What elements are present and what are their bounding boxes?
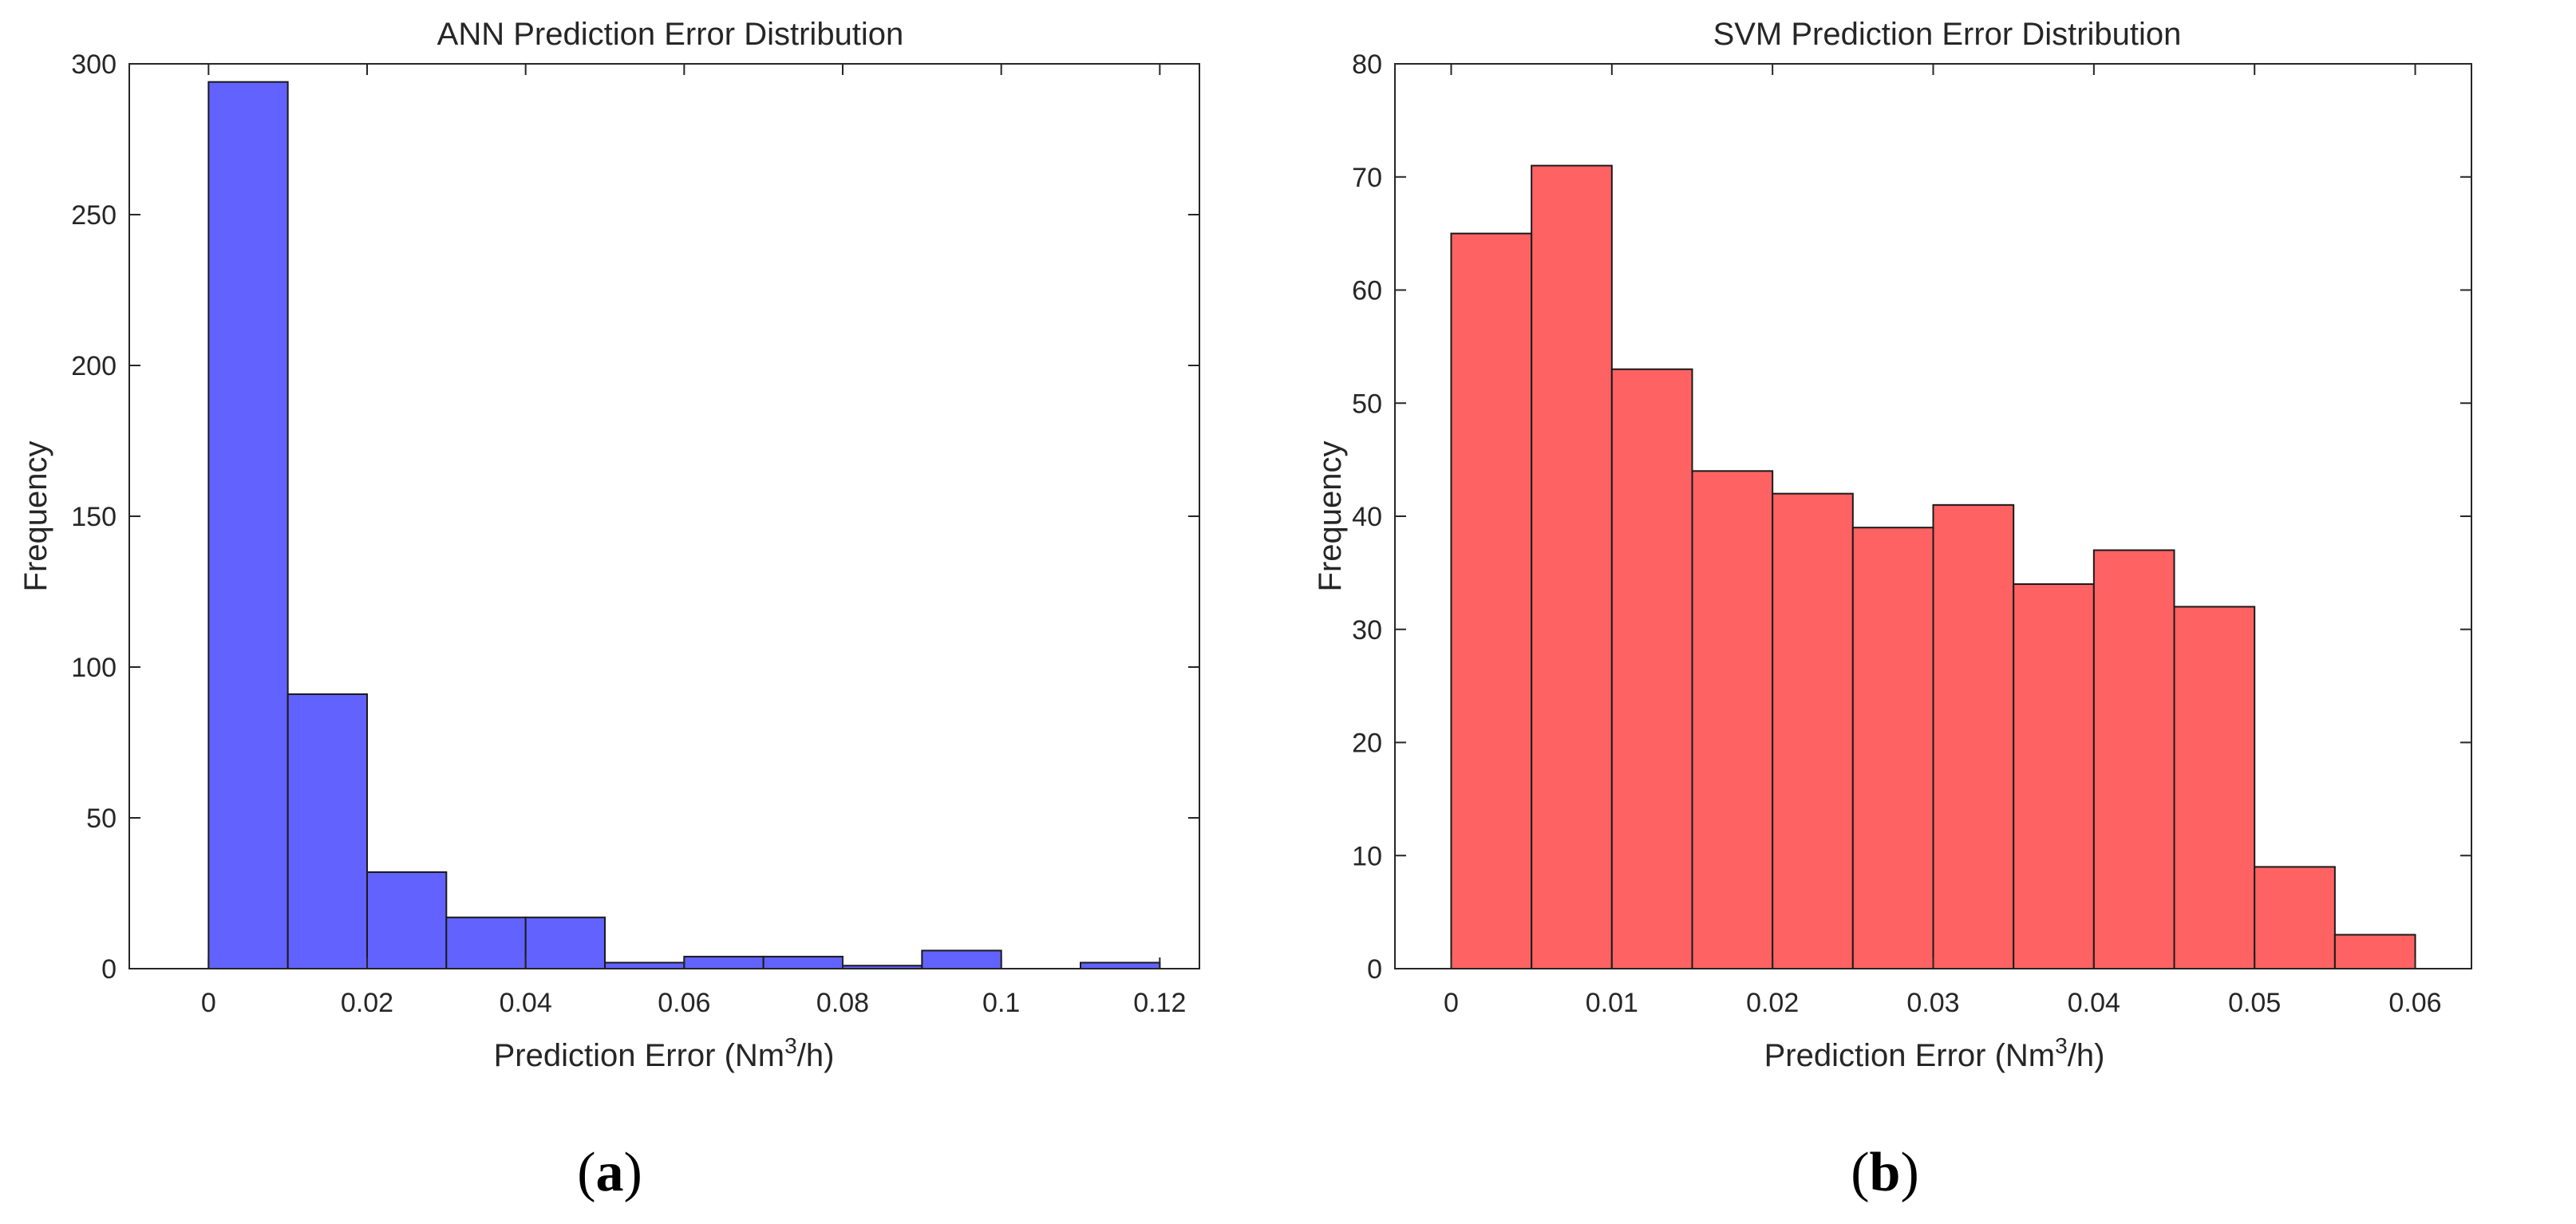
svm-y-tick-label-2: 20 bbox=[1352, 728, 1382, 759]
svm-y-tick-label-0: 0 bbox=[1367, 954, 1382, 985]
ann-y-tick-label-3: 150 bbox=[71, 502, 117, 532]
ann-x-axis-label: Prediction Error (Nm3/h) bbox=[494, 1033, 835, 1073]
svm-bar-6 bbox=[1932, 503, 2015, 969]
ann-panel-open: ( bbox=[577, 1142, 595, 1203]
svm-bar-4 bbox=[1772, 492, 1854, 969]
ann-y-tick-label-6: 300 bbox=[71, 49, 117, 80]
ann-x-tick-label-4: 0.08 bbox=[816, 988, 869, 1018]
svm-panel-letter: b bbox=[1870, 1142, 1901, 1203]
ann-bar-6 bbox=[683, 955, 765, 970]
svm-bar-8 bbox=[2092, 549, 2175, 969]
ann-x-tick-label-3: 0.06 bbox=[658, 988, 710, 1018]
svm-x-tick-label-0: 0 bbox=[1444, 988, 1459, 1018]
svm-bar-7 bbox=[2013, 583, 2095, 969]
svm-y-tick-label-4: 40 bbox=[1352, 502, 1382, 532]
svm-bar-1 bbox=[1531, 164, 1613, 969]
svm-y-tick-label-6: 60 bbox=[1352, 276, 1382, 306]
svm-x-axis-label-superscript: 3 bbox=[2055, 1033, 2068, 1058]
ann-bar-4 bbox=[524, 916, 606, 969]
svm-chart: SVM Prediction Error Distribution 0 0.01 0… bbox=[1313, 17, 2472, 1203]
ann-y-tick-label-5: 250 bbox=[71, 200, 117, 231]
svm-x-tick-label-4: 0.04 bbox=[2068, 988, 2120, 1018]
svm-chart-title: SVM Prediction Error Distribution bbox=[1713, 17, 2182, 52]
ann-x-tick-label-0: 0 bbox=[201, 988, 216, 1018]
ann-bar-0 bbox=[207, 81, 289, 969]
svm-panel-open: ( bbox=[1851, 1142, 1869, 1203]
svm-y-tick-label-3: 30 bbox=[1352, 615, 1382, 646]
ann-bar-11 bbox=[1080, 961, 1161, 969]
svm-bar-0 bbox=[1450, 232, 1533, 969]
ann-y-tick-label-2: 100 bbox=[71, 653, 117, 683]
svm-x-tick-label-2: 0.02 bbox=[1746, 988, 1799, 1018]
svm-x-tick-label-1: 0.01 bbox=[1586, 988, 1638, 1018]
ann-x-tick-label-6: 0.12 bbox=[1133, 988, 1186, 1018]
ann-y-axis-label: Frequency bbox=[18, 441, 53, 592]
ann-x-tick-label-5: 0.1 bbox=[982, 988, 1020, 1018]
ann-x-axis-label-superscript: 3 bbox=[784, 1033, 797, 1058]
ann-chart: ANN Prediction Error Distribution 0 0.02 0… bbox=[18, 17, 1200, 1203]
svm-bar-11 bbox=[2333, 934, 2416, 969]
ann-panel-close: ) bbox=[624, 1142, 642, 1203]
svm-x-tick-label-6: 0.06 bbox=[2388, 988, 2441, 1018]
svm-x-tick-label-5: 0.05 bbox=[2228, 988, 2281, 1018]
svm-y-tick-label-1: 10 bbox=[1352, 841, 1382, 871]
ann-bar-3 bbox=[445, 916, 527, 969]
svm-panel-close: ) bbox=[1900, 1142, 1918, 1203]
ann-chart-title: ANN Prediction Error Distribution bbox=[437, 17, 904, 52]
svm-y-axis-label: Frequency bbox=[1313, 441, 1348, 592]
ann-bar-7 bbox=[762, 955, 844, 970]
svm-y-tick-label-7: 70 bbox=[1352, 163, 1382, 193]
svm-x-axis-label: Prediction Error (Nm3/h) bbox=[1764, 1033, 2105, 1073]
ann-x-axis-label-suffix: /h) bbox=[797, 1038, 835, 1073]
svm-y-tick-label-5: 50 bbox=[1352, 389, 1382, 419]
svm-x-axis-label-suffix: /h) bbox=[2068, 1038, 2105, 1073]
ann-y-tick-label-4: 200 bbox=[71, 351, 117, 381]
ann-y-tick-label-0: 0 bbox=[101, 954, 117, 985]
svm-panel-label: (b) bbox=[1851, 1142, 1919, 1203]
svm-ticks: 0 0.01 0.02 0.03 0.04 0.05 0.06 0 10 20 30 40 50 60 70… bbox=[1352, 49, 2471, 1018]
svm-bar-3 bbox=[1691, 470, 1774, 969]
ann-ticks: 0 0.02 0.04 0.06 0.08 0.1 0.12 0 50 100 150 200 250 3… bbox=[71, 49, 1199, 1018]
svm-bar-9 bbox=[2173, 606, 2256, 970]
svm-bar-2 bbox=[1610, 368, 1693, 970]
ann-x-tick-label-2: 0.04 bbox=[500, 988, 552, 1018]
ann-panel-label: (a) bbox=[577, 1142, 642, 1203]
ann-x-tick-label-1: 0.02 bbox=[341, 988, 393, 1018]
ann-y-tick-label-1: 50 bbox=[86, 803, 117, 834]
ann-bar-2 bbox=[366, 871, 448, 970]
svm-x-tick-label-3: 0.03 bbox=[1906, 988, 1959, 1018]
svm-x-axis-label-prefix: Prediction Error (Nm bbox=[1764, 1038, 2056, 1073]
ann-panel-letter: a bbox=[596, 1142, 624, 1203]
svm-y-tick-label-8: 80 bbox=[1352, 49, 1382, 80]
svm-bars bbox=[1450, 164, 2416, 970]
ann-bar-1 bbox=[286, 693, 368, 970]
ann-bar-5 bbox=[604, 961, 685, 969]
ann-bars bbox=[207, 81, 1161, 970]
ann-x-axis-label-prefix: Prediction Error (Nm bbox=[494, 1038, 785, 1073]
svm-bar-10 bbox=[2254, 866, 2336, 970]
svm-bar-5 bbox=[1851, 527, 1934, 969]
ann-bar-9 bbox=[921, 950, 1002, 969]
